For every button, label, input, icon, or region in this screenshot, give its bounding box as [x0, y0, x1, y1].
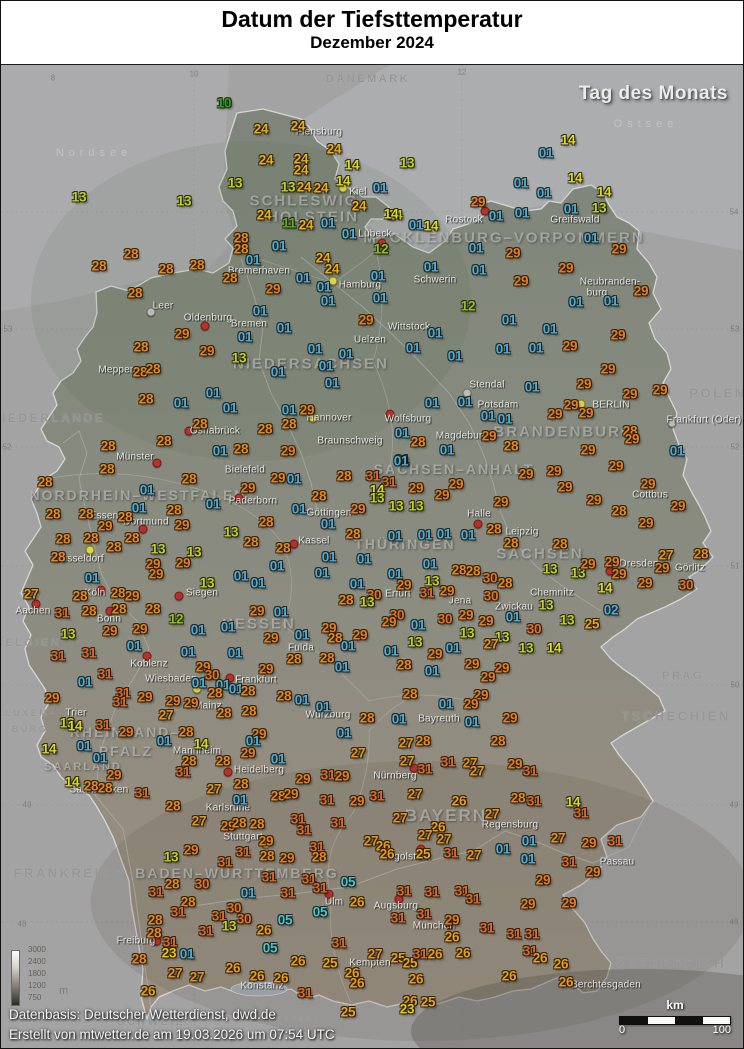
elevation-tick-label: 750 [28, 993, 42, 1002]
state-borders [44, 238, 472, 1004]
scale-start-label: 0 [619, 1024, 626, 1036]
alps-shading [411, 969, 743, 1048]
scale-bar: km 0 100 [619, 998, 731, 1046]
elevation-tick-label: 2400 [28, 957, 46, 966]
scale-end-label: 100 [712, 1024, 731, 1036]
elevation-legend: 3000 2400 1800 1200 750 m [11, 945, 81, 1009]
lake-constance [230, 981, 288, 997]
elevation-tick-label: 3000 [28, 945, 46, 954]
page-subtitle: Dezember 2024 [310, 33, 434, 52]
rivers [62, 256, 652, 1010]
elevation-unit-label: m [59, 985, 69, 997]
north-terrain-tint [31, 141, 471, 461]
north-sea [1, 64, 233, 311]
elevation-tick-label: 1200 [28, 981, 46, 990]
map-legend-title: Tag des Monats [578, 83, 728, 104]
attribution-line-2: Erstellt von mtwetter.de am 19.03.2026 u… [9, 1027, 335, 1042]
baltic-sea [303, 64, 743, 251]
elevation-gradient-bar [11, 950, 20, 1006]
header: Datum der Tiefsttemperatur Dezember 2024 [1, 1, 743, 65]
elevation-tick-label: 1800 [28, 969, 46, 978]
scale-unit-label: km [666, 998, 684, 1012]
south-terrain-tint [91, 761, 743, 1041]
attribution-line-1: Datenbasis: Deutscher Wetterdienst, dwd.… [9, 1007, 276, 1022]
germany-outline [20, 108, 714, 1020]
page-title: Datum der Tiefsttemperatur [221, 6, 523, 32]
scale-bar-segments [619, 1016, 731, 1025]
